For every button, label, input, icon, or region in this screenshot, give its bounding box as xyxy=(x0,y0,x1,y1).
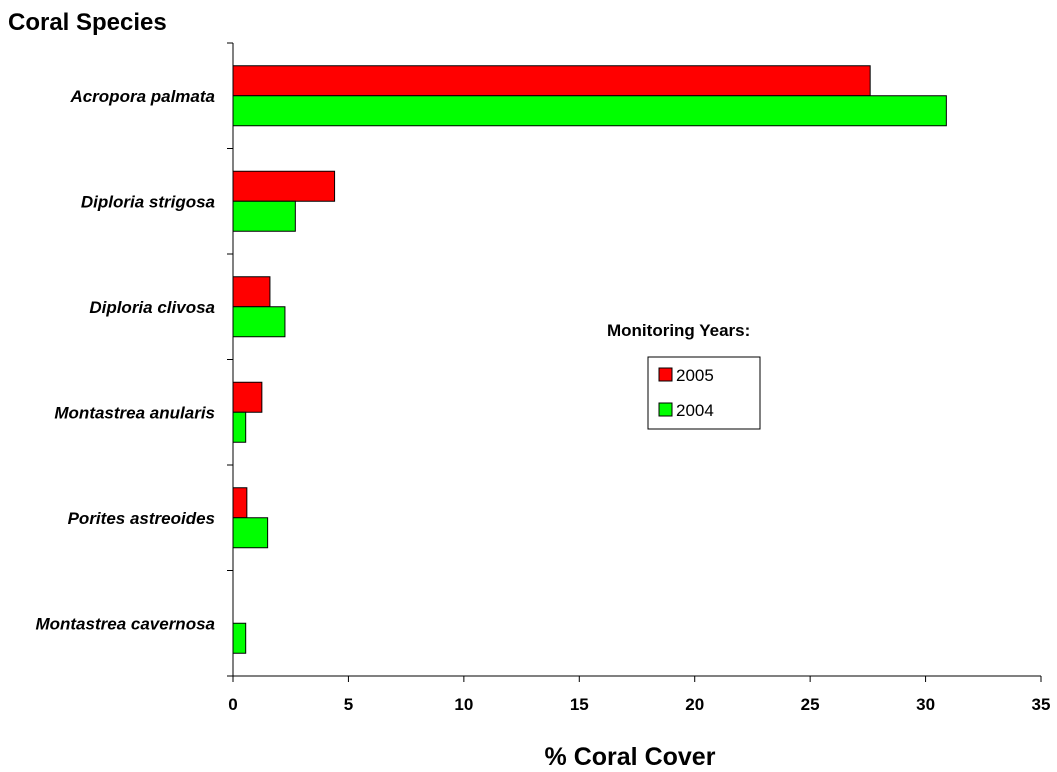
bar-2005 xyxy=(232,65,871,97)
category-label: Montastrea anularis xyxy=(54,403,215,422)
x-tick-label: 15 xyxy=(570,695,589,714)
bar-2005 xyxy=(232,381,263,413)
x-tick-label: 10 xyxy=(454,695,473,714)
legend-title: Monitoring Years: xyxy=(607,321,750,340)
bars xyxy=(232,65,947,654)
axes xyxy=(227,42,1042,682)
legend-label-2004: 2004 xyxy=(676,401,714,420)
bar-2004 xyxy=(232,306,286,338)
bar-2005 xyxy=(232,170,336,202)
x-tick-label: 5 xyxy=(344,695,353,714)
bar-2004 xyxy=(232,200,296,232)
bar-2004 xyxy=(232,95,947,127)
legend-label-2005: 2005 xyxy=(676,366,714,385)
y-axis-title: Coral Species xyxy=(8,9,167,36)
category-label: Porites astreoides xyxy=(68,509,215,528)
x-axis-title: % Coral Cover xyxy=(545,743,716,771)
bar-2005 xyxy=(232,487,248,519)
category-label: Diploria strigosa xyxy=(81,192,215,211)
x-tick-label: 30 xyxy=(916,695,935,714)
bar-2004 xyxy=(232,622,247,654)
legend-swatch-2004 xyxy=(658,402,673,417)
x-tick-label: 25 xyxy=(801,695,820,714)
x-tick-label: 35 xyxy=(1032,695,1051,714)
x-tick-label: 20 xyxy=(685,695,704,714)
category-label: Montastrea cavernosa xyxy=(35,614,215,633)
category-label: Acropora palmata xyxy=(69,87,215,106)
category-label: Diploria clivosa xyxy=(89,298,215,317)
legend: Monitoring Years: 2005 2004 xyxy=(607,321,761,430)
x-tick-labels: 0 5 10 15 20 25 30 35 xyxy=(228,695,1050,714)
bar-2004 xyxy=(232,517,269,549)
category-labels: Acropora palmata Diploria strigosa Diplori… xyxy=(35,87,215,634)
x-tick-label: 0 xyxy=(228,695,237,714)
bar-2005 xyxy=(232,276,271,308)
legend-swatch-2005 xyxy=(658,367,673,382)
bar-2004 xyxy=(232,411,247,443)
